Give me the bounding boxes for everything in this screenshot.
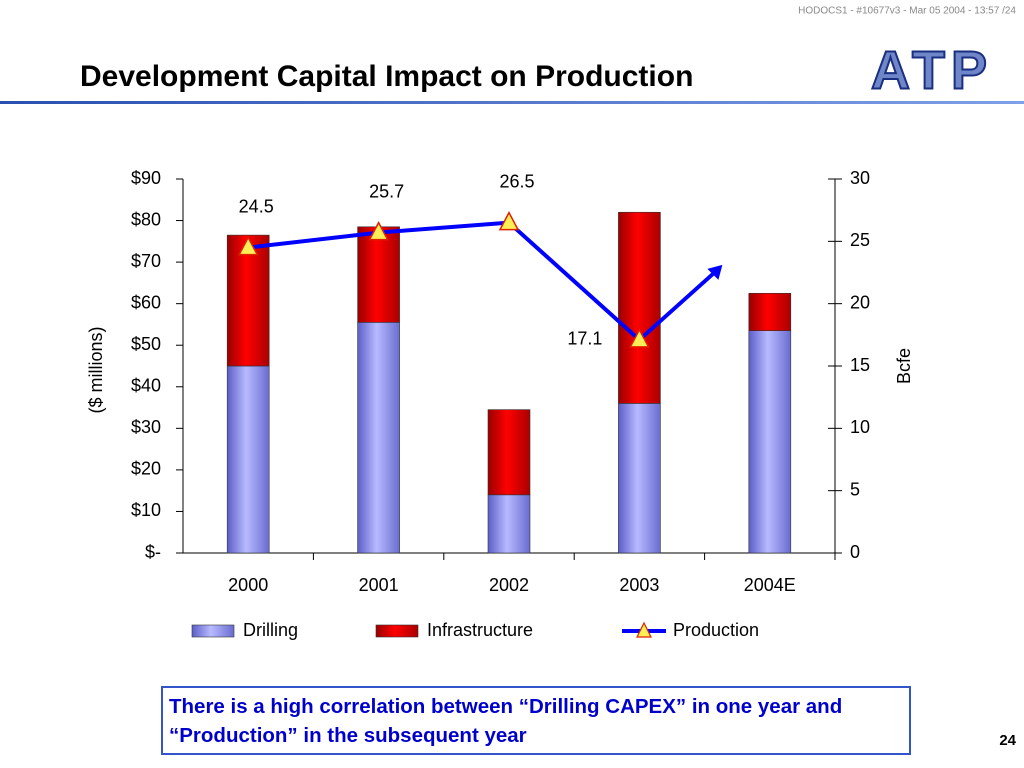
y-tick-label: $40 — [131, 376, 161, 396]
legend-label: Infrastructure — [427, 620, 533, 640]
marker — [237, 235, 259, 256]
bar-segment — [748, 292, 792, 331]
data-label: 25.7 — [369, 181, 404, 201]
marker — [629, 328, 650, 348]
bar-segment — [357, 226, 400, 323]
x-tick-label: 2002 — [489, 575, 529, 595]
y-tick-label: $30 — [131, 417, 161, 437]
y2-tick-label: 10 — [850, 417, 870, 437]
slide-title: Development Capital Impact on Production — [80, 60, 693, 93]
note: There is a high correlation between “Dri… — [161, 686, 911, 755]
y-tick-label: $60 — [131, 292, 161, 312]
y-tick-label: $70 — [131, 251, 161, 271]
y-axis-label: ($ millions) — [86, 326, 106, 413]
title-rule — [0, 101, 1024, 104]
y2-tick-label: 20 — [850, 292, 870, 312]
y2-axis-label: Bcfe — [894, 348, 914, 384]
y-tick-label: $50 — [131, 334, 161, 354]
x-tick-label: 2000 — [228, 575, 268, 595]
marker — [368, 221, 389, 241]
bar-segment — [748, 330, 792, 554]
logo: ATP — [871, 40, 993, 100]
legend-label: Production — [673, 620, 759, 640]
y2-tick-label: 30 — [850, 168, 870, 188]
bar-segment — [487, 409, 531, 496]
x-tick-label: 2004E — [744, 575, 796, 595]
doc-header: HODOCS1 - #10677v3 - Mar 05 2004 - 13:57… — [798, 6, 1016, 17]
legend-marker — [636, 621, 652, 638]
bar-segment — [487, 494, 531, 554]
data-label: 24.5 — [239, 196, 274, 216]
bar-segment — [226, 234, 270, 367]
legend-swatch — [191, 624, 235, 638]
trend-arrow — [638, 269, 718, 342]
marker — [498, 211, 520, 231]
y-tick-label: $20 — [131, 459, 161, 479]
y2-tick-label: 0 — [850, 542, 860, 562]
y-tick-label: $90 — [131, 168, 161, 188]
bar-segment — [357, 322, 400, 554]
x-tick-label: 2001 — [359, 575, 399, 595]
legend-swatch — [375, 624, 419, 638]
data-label: 17.1 — [567, 329, 602, 349]
y2-tick-label: 25 — [850, 230, 870, 250]
legend-label: Drilling — [243, 620, 298, 640]
bar-segment — [618, 403, 661, 554]
arrow-head — [707, 264, 723, 280]
bar-segment — [226, 365, 270, 554]
data-label: 26.5 — [499, 171, 534, 191]
y-tick-label: $80 — [131, 209, 161, 229]
x-tick-label: 2003 — [619, 575, 659, 595]
y-tick-label: $- — [145, 542, 161, 562]
line-series — [247, 220, 641, 342]
page-number: 24 — [999, 732, 1016, 749]
y2-tick-label: 5 — [850, 479, 860, 499]
y2-tick-label: 15 — [850, 355, 870, 375]
y-tick-label: $10 — [131, 500, 161, 520]
bar-segment — [618, 211, 661, 404]
